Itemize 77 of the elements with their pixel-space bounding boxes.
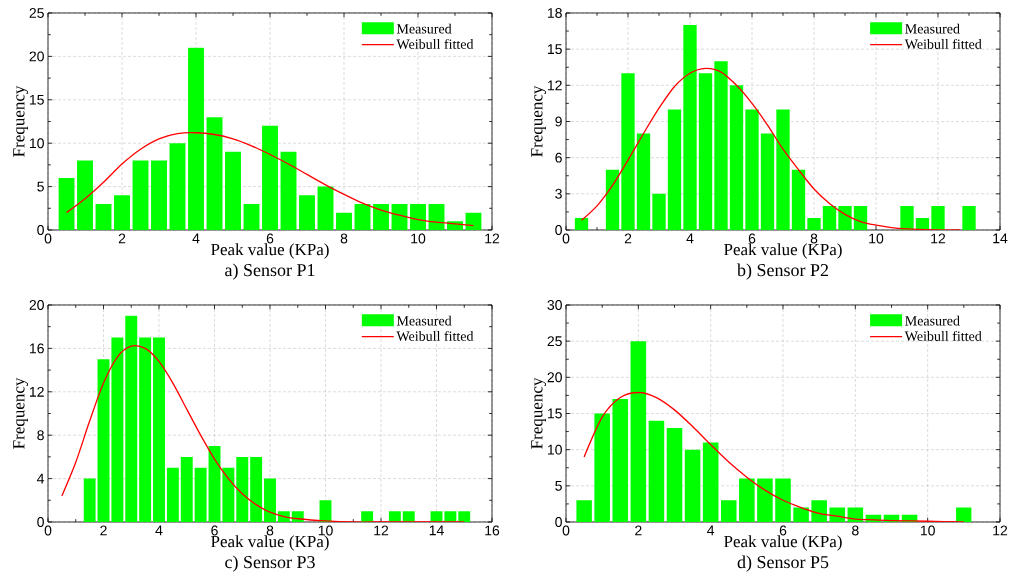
x-tick-label: 4 xyxy=(686,233,694,244)
x-tick-label: 0 xyxy=(562,525,570,536)
y-tick-label: 10 xyxy=(29,138,44,149)
text: b) Sensor P2 xyxy=(737,263,829,280)
x-tick-label: 0 xyxy=(44,233,52,244)
y-tick-label: 8 xyxy=(37,430,44,441)
x-tick-label: 12 xyxy=(993,525,1008,536)
text: c) Sensor P3 xyxy=(225,555,315,572)
y-axis-title: Frequency xyxy=(531,377,547,449)
x-tick-label: 6 xyxy=(779,525,787,536)
x-tick-label: 4 xyxy=(155,525,163,536)
y-tick-label: 20 xyxy=(29,300,44,310)
y-tick-label: 3 xyxy=(555,188,562,199)
x-tick-label: 2 xyxy=(624,233,632,244)
y-tick-label: 15 xyxy=(29,94,44,105)
y-axis-title: Frequency xyxy=(13,85,29,157)
x-tick-label: 12 xyxy=(931,233,946,244)
x-tick-label: 14 xyxy=(429,525,444,536)
y-tick-label: 9 xyxy=(555,116,562,127)
y-tick-label: 5 xyxy=(555,480,562,491)
y-tick-label: 0 xyxy=(555,225,562,235)
y-tick-label: 0 xyxy=(555,517,562,527)
y-tick-label: 25 xyxy=(29,8,44,18)
x-tick-label: 0 xyxy=(44,525,52,536)
x-tick-label: 4 xyxy=(192,233,200,244)
y-tick-label: 6 xyxy=(555,152,562,163)
legend-label: Measured xyxy=(905,23,960,34)
legend-label: Weibull fitted xyxy=(904,38,982,49)
y-tick-label: 0 xyxy=(37,517,44,527)
y-tick-label: 0 xyxy=(37,225,44,235)
legend-label: Measured xyxy=(396,315,452,326)
x-tick-label: 14 xyxy=(993,233,1008,244)
y-axis-title: Frequency xyxy=(13,377,29,449)
x-tick-label: 8 xyxy=(266,525,274,536)
x-tick-label: 8 xyxy=(852,525,859,536)
x-tick-label: 6 xyxy=(266,233,274,244)
x-tick-label: 12 xyxy=(485,233,500,244)
y-tick-label: 15 xyxy=(547,408,562,419)
x-tick-label: 10 xyxy=(411,233,426,244)
legend-label: Weibull fitted xyxy=(904,330,982,341)
x-tick-label: 12 xyxy=(374,525,389,536)
x-axis-title: Peak value (KPa) xyxy=(724,535,842,551)
x-tick-label: 8 xyxy=(340,233,348,244)
text: a) Sensor P1 xyxy=(225,263,315,280)
y-tick-label: 10 xyxy=(547,444,562,455)
x-tick-label: 10 xyxy=(920,525,935,536)
x-tick-label: 10 xyxy=(869,233,884,244)
x-tick-label: 2 xyxy=(635,525,642,536)
y-tick-label: 12 xyxy=(29,386,44,397)
x-tick-label: 6 xyxy=(211,525,218,536)
text: d) Sensor P5 xyxy=(737,555,829,572)
x-axis-title: Peak value (KPa) xyxy=(211,535,329,551)
y-tick-label: 4 xyxy=(37,473,45,484)
x-tick-label: 2 xyxy=(100,525,107,536)
legend-label: Weibull fitted xyxy=(396,38,474,49)
y-tick-label: 12 xyxy=(547,80,562,91)
legend-label: Measured xyxy=(396,23,452,34)
x-tick-label: 8 xyxy=(810,233,818,244)
y-tick-label: 30 xyxy=(547,300,562,310)
x-tick-label: 10 xyxy=(318,525,333,536)
x-tick-label: 16 xyxy=(485,525,500,536)
y-tick-label: 15 xyxy=(547,44,562,55)
y-axis-title: Frequency xyxy=(531,85,547,157)
x-tick-label: 2 xyxy=(118,233,126,244)
y-tick-label: 20 xyxy=(29,51,44,62)
x-axis-title: Peak value (KPa) xyxy=(211,243,329,259)
y-tick-label: 5 xyxy=(37,181,44,192)
x-tick-label: 4 xyxy=(707,525,715,536)
y-tick-label: 18 xyxy=(547,8,562,18)
y-tick-label: 16 xyxy=(29,343,44,354)
x-tick-label: 6 xyxy=(748,233,756,244)
x-axis-title: Peak value (KPa) xyxy=(724,243,842,259)
legend-label: Weibull fitted xyxy=(396,330,474,341)
y-tick-label: 25 xyxy=(547,336,562,347)
legend-label: Measured xyxy=(905,315,960,326)
x-tick-label: 0 xyxy=(562,233,570,244)
y-tick-label: 20 xyxy=(547,372,562,383)
